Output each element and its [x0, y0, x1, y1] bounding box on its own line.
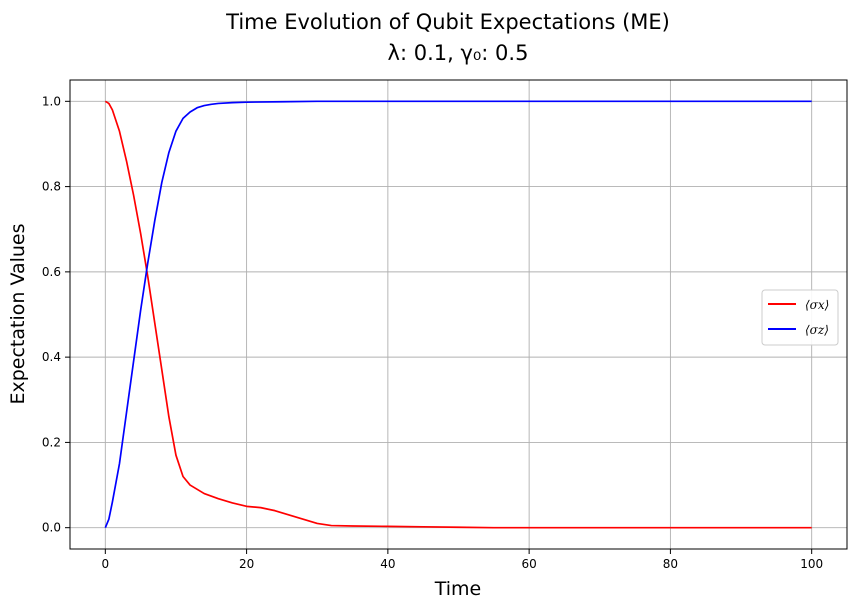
series-sigma-x-line	[104, 100, 812, 529]
y-tick-label-1: 0.2	[42, 435, 61, 449]
y-tick-label-0: 0.0	[42, 521, 61, 535]
chart-title: Time Evolution of Qubit Expectations (ME…	[225, 10, 670, 34]
x-tick-label-0: 0	[101, 557, 109, 571]
x-tick-label-2: 40	[380, 557, 395, 571]
grid	[70, 80, 847, 549]
x-tick-label-3: 60	[521, 557, 536, 571]
x-axis-label: Time	[434, 578, 482, 600]
x-tick-label-5: 100	[800, 557, 823, 571]
legend-label-sigma-x: ⟨σx⟩	[805, 298, 829, 312]
y-tick-label-5: 1.0	[42, 94, 61, 108]
plot-area-frame	[69, 79, 848, 550]
series-sigma-z-line	[104, 100, 812, 529]
legend: ⟨σx⟩ ⟨σz⟩	[761, 289, 839, 346]
chart-subtitle: λ: 0.1, γ₀: 0.5	[388, 41, 529, 65]
y-tick-label-3: 0.6	[42, 265, 61, 279]
x-tick-label-1: 20	[239, 557, 254, 571]
x-axis-ticks: 0 20 40 60 80 100	[101, 549, 823, 571]
y-axis-label: Expectation Values	[7, 223, 29, 404]
y-tick-label-2: 0.4	[42, 350, 61, 364]
series-lines	[104, 100, 812, 529]
x-tick-label-4: 80	[663, 557, 678, 571]
legend-label-sigma-z: ⟨σz⟩	[805, 323, 829, 337]
y-tick-label-4: 0.8	[42, 180, 61, 194]
y-axis-ticks: 0.0 0.2 0.4 0.6 0.8 1.0	[42, 94, 70, 535]
